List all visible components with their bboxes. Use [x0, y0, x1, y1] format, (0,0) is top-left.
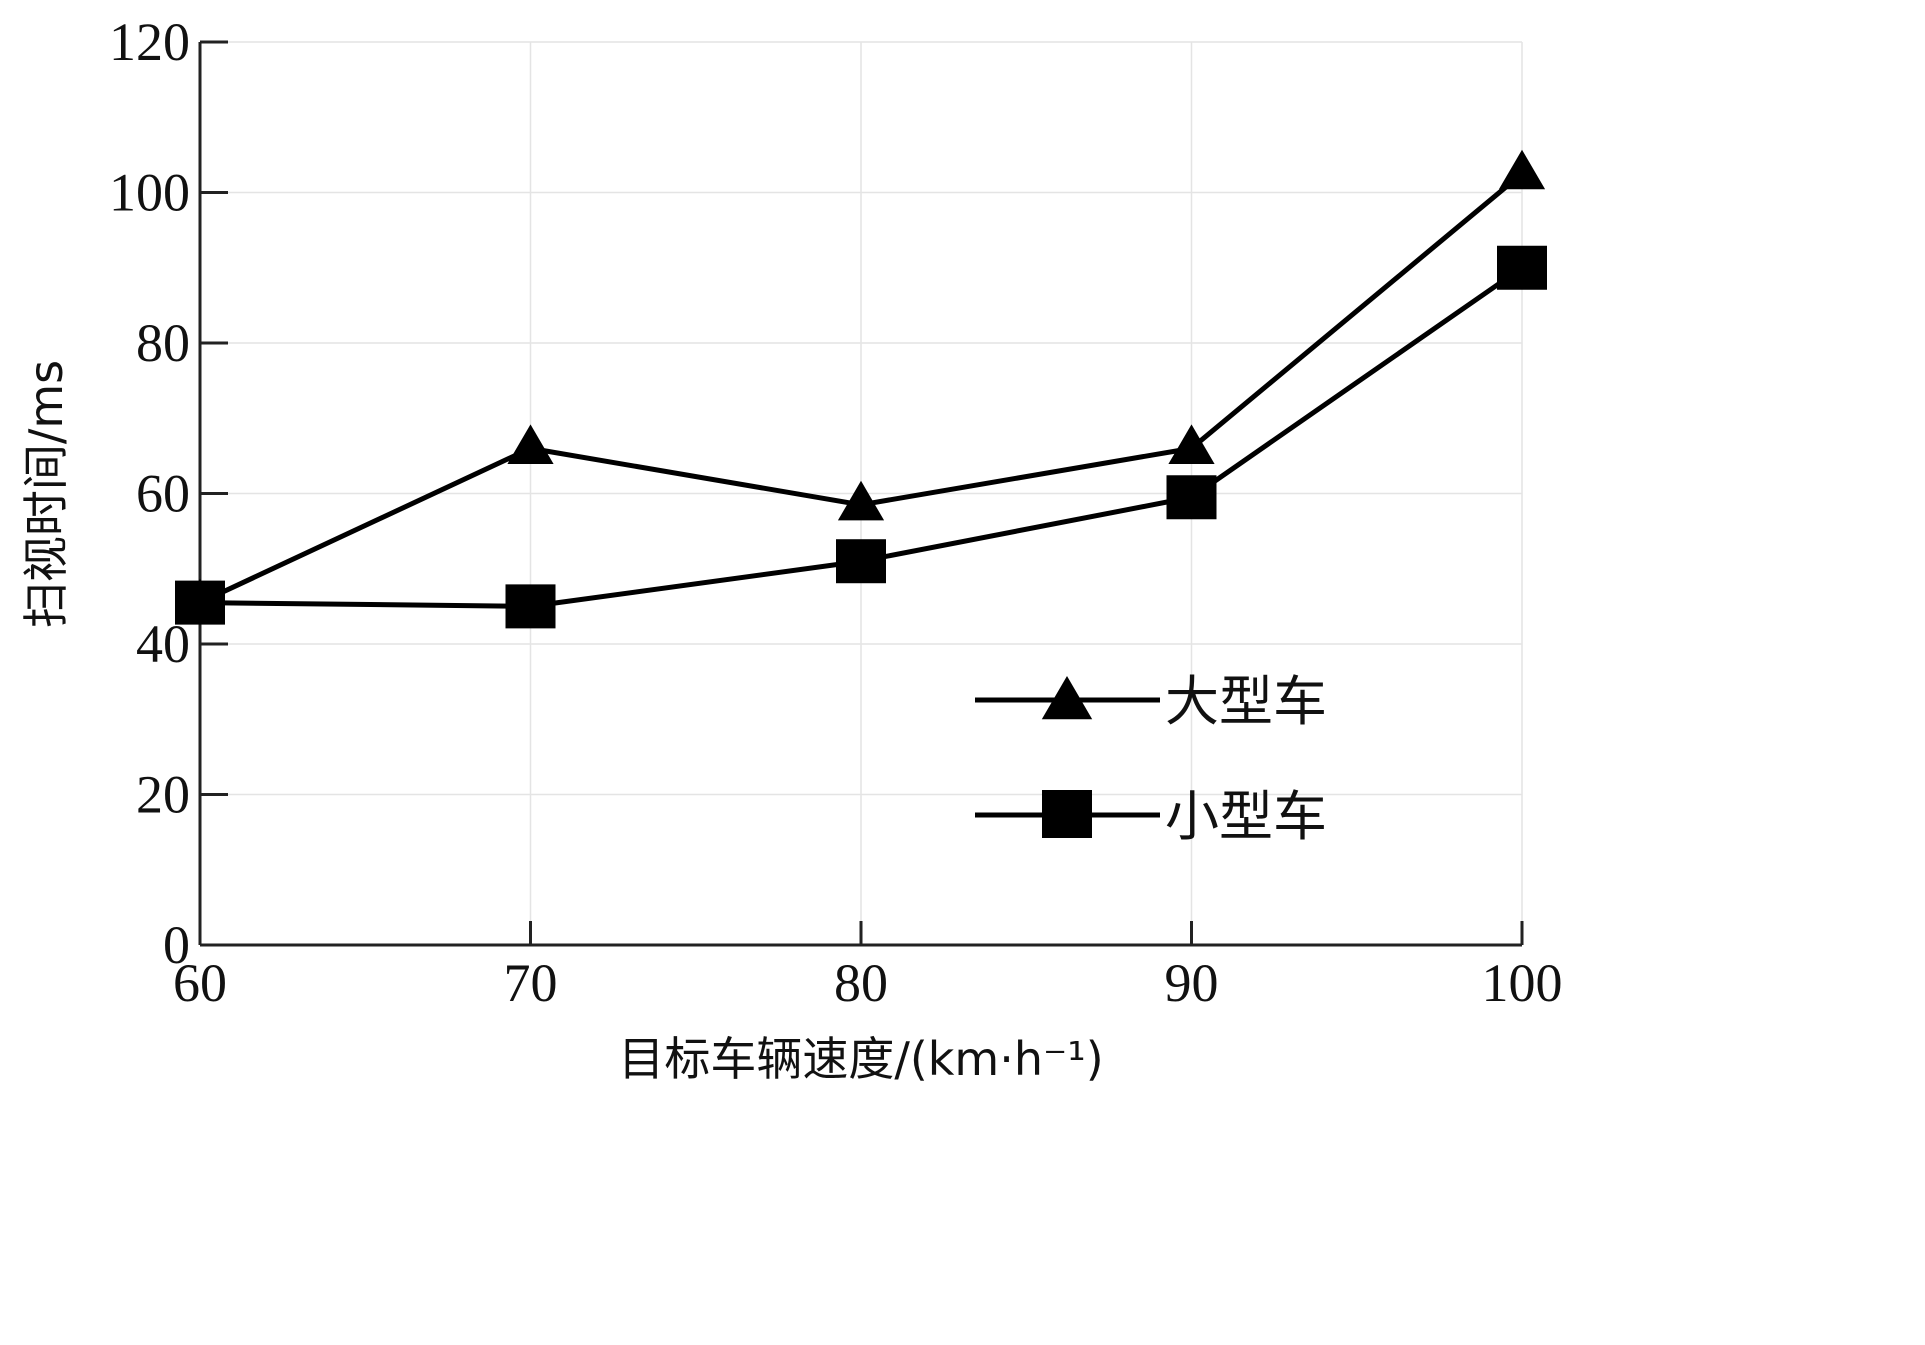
legend-entry-large-car: 大型车 — [975, 670, 1327, 733]
legend-entry-small-car: 小型车 — [975, 785, 1327, 848]
data-point-triangle — [507, 424, 554, 464]
data-point-square — [175, 580, 225, 625]
data-point-triangle — [837, 480, 885, 521]
y-axis-title: 扫视时间/ms — [19, 360, 73, 628]
data-point-square — [505, 584, 556, 629]
data-point-square — [1166, 475, 1217, 520]
legend-label: 小型车 — [1165, 785, 1327, 848]
chart: 0 20 40 60 80 100 120 60 70 80 90 100 目标车辆速度/(km·h⁻… — [19, 12, 1563, 1086]
square-marker-icon — [1042, 790, 1092, 838]
data-point-triangle — [1498, 149, 1546, 190]
y-tick-label: 120 — [109, 12, 190, 72]
legend: 大型车 小型车 — [975, 670, 1327, 848]
x-tick-label: 90 — [1165, 953, 1219, 1013]
y-tick-label: 80 — [136, 313, 190, 373]
series — [175, 149, 1547, 629]
y-tick-label: 0 — [163, 915, 190, 975]
data-point-triangle — [1168, 424, 1215, 464]
y-tick-label: 20 — [136, 765, 190, 825]
x-tick-label: 60 — [173, 953, 227, 1013]
triangle-marker-icon — [1041, 676, 1093, 720]
x-tick-label: 70 — [504, 953, 558, 1013]
x-tick-label: 80 — [834, 953, 888, 1013]
y-tick-label: 100 — [109, 163, 190, 223]
data-point-square — [1497, 245, 1547, 290]
x-axis-title: 目标车辆速度/(km·h⁻¹) — [618, 1032, 1103, 1086]
x-tick-label: 100 — [1482, 953, 1563, 1013]
legend-label: 大型车 — [1165, 670, 1327, 733]
data-point-square — [836, 539, 886, 584]
y-tick-label: 60 — [136, 464, 190, 524]
